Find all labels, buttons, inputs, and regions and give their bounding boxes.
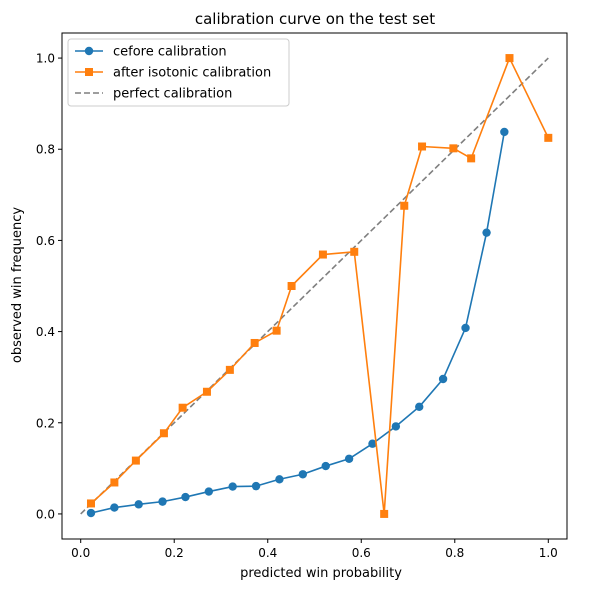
x-tick-label-2: 0.4 — [258, 546, 277, 560]
data-point-0-16 — [461, 323, 470, 333]
data-point-0-10 — [321, 461, 330, 471]
x-tick-label-3: 0.6 — [352, 546, 371, 560]
data-point-0-6 — [228, 482, 237, 491]
x-tick-label-0: 0.0 — [71, 546, 90, 560]
data-point-0-5 — [204, 487, 214, 496]
data-point-0-2 — [134, 500, 143, 509]
legend-label-0: cefore calibration — [113, 45, 227, 60]
data-point-1-9 — [287, 282, 296, 290]
data-point-1-8 — [272, 326, 281, 335]
data-point-0-17 — [482, 228, 491, 237]
data-point-1-7 — [250, 338, 259, 347]
series-1 — [86, 54, 553, 518]
data-point-1-17 — [505, 54, 514, 63]
data-point-1-0 — [86, 499, 95, 508]
data-point-1-14 — [418, 142, 427, 151]
legend-entry-2: perfect calibration — [75, 87, 232, 102]
data-point-0-12 — [368, 439, 377, 448]
y-axis-label: observed win frequency — [10, 207, 25, 364]
data-point-1-18 — [544, 133, 553, 142]
legend-entry-0: cefore calibration — [75, 45, 227, 60]
data-point-0-13 — [391, 422, 401, 431]
axes: 0.0 0.2 0.4 0.6 0.8 1.0 0.0 0.2 0.4 0.6 0.8 1.0 — [36, 52, 558, 560]
data-point-1-10 — [318, 250, 327, 259]
legend-label-2: perfect calibration — [113, 87, 232, 102]
y-tick-label-1: 0.2 — [36, 416, 55, 430]
data-point-1-3 — [159, 429, 168, 438]
series-0 — [86, 127, 509, 518]
x-axis-label: predicted win probability — [240, 566, 402, 581]
data-point-0-1 — [110, 503, 119, 512]
legend: cefore calibration after isotonic calibra… — [67, 38, 290, 107]
plot-area — [80, 54, 553, 518]
data-point-1-11 — [350, 247, 359, 256]
legend-marker-0 — [84, 46, 94, 56]
y-tick-label-2: 0.4 — [36, 325, 55, 339]
y-tick-label-0: 0.0 — [36, 507, 55, 521]
data-point-0-0 — [86, 508, 96, 518]
data-point-0-15 — [438, 374, 448, 384]
data-point-0-14 — [415, 402, 424, 412]
chart-title: calibration curve on the test set — [195, 10, 435, 28]
data-point-0-18 — [500, 127, 509, 137]
data-point-1-5 — [202, 387, 211, 396]
legend-entry-1: after isotonic calibration — [75, 66, 271, 81]
axes-frame — [61, 32, 568, 540]
data-point-1-2 — [131, 456, 140, 465]
data-point-1-6 — [225, 365, 234, 374]
data-point-1-12 — [380, 509, 389, 518]
data-point-0-9 — [298, 470, 308, 479]
y-tick-label-3: 0.6 — [36, 234, 55, 248]
data-point-1-13 — [400, 201, 409, 210]
data-point-0-3 — [158, 497, 167, 506]
legend-marker-1 — [85, 68, 93, 76]
data-point-0-7 — [251, 481, 261, 491]
y-tick-label-5: 1.0 — [36, 52, 55, 66]
data-point-0-11 — [344, 454, 354, 463]
y-tick-label-4: 0.8 — [36, 143, 55, 157]
data-point-1-1 — [110, 478, 119, 487]
data-point-0-4 — [181, 492, 190, 502]
legend-label-1: after isotonic calibration — [113, 66, 271, 81]
x-tick-label-4: 0.8 — [445, 546, 464, 560]
data-point-1-16 — [467, 154, 476, 163]
data-point-1-15 — [449, 144, 458, 153]
x-tick-label-1: 0.2 — [165, 546, 184, 560]
x-tick-label-5: 1.0 — [539, 546, 558, 560]
data-point-1-4 — [178, 403, 187, 412]
data-point-0-8 — [275, 475, 284, 484]
legend-box — [67, 38, 290, 107]
